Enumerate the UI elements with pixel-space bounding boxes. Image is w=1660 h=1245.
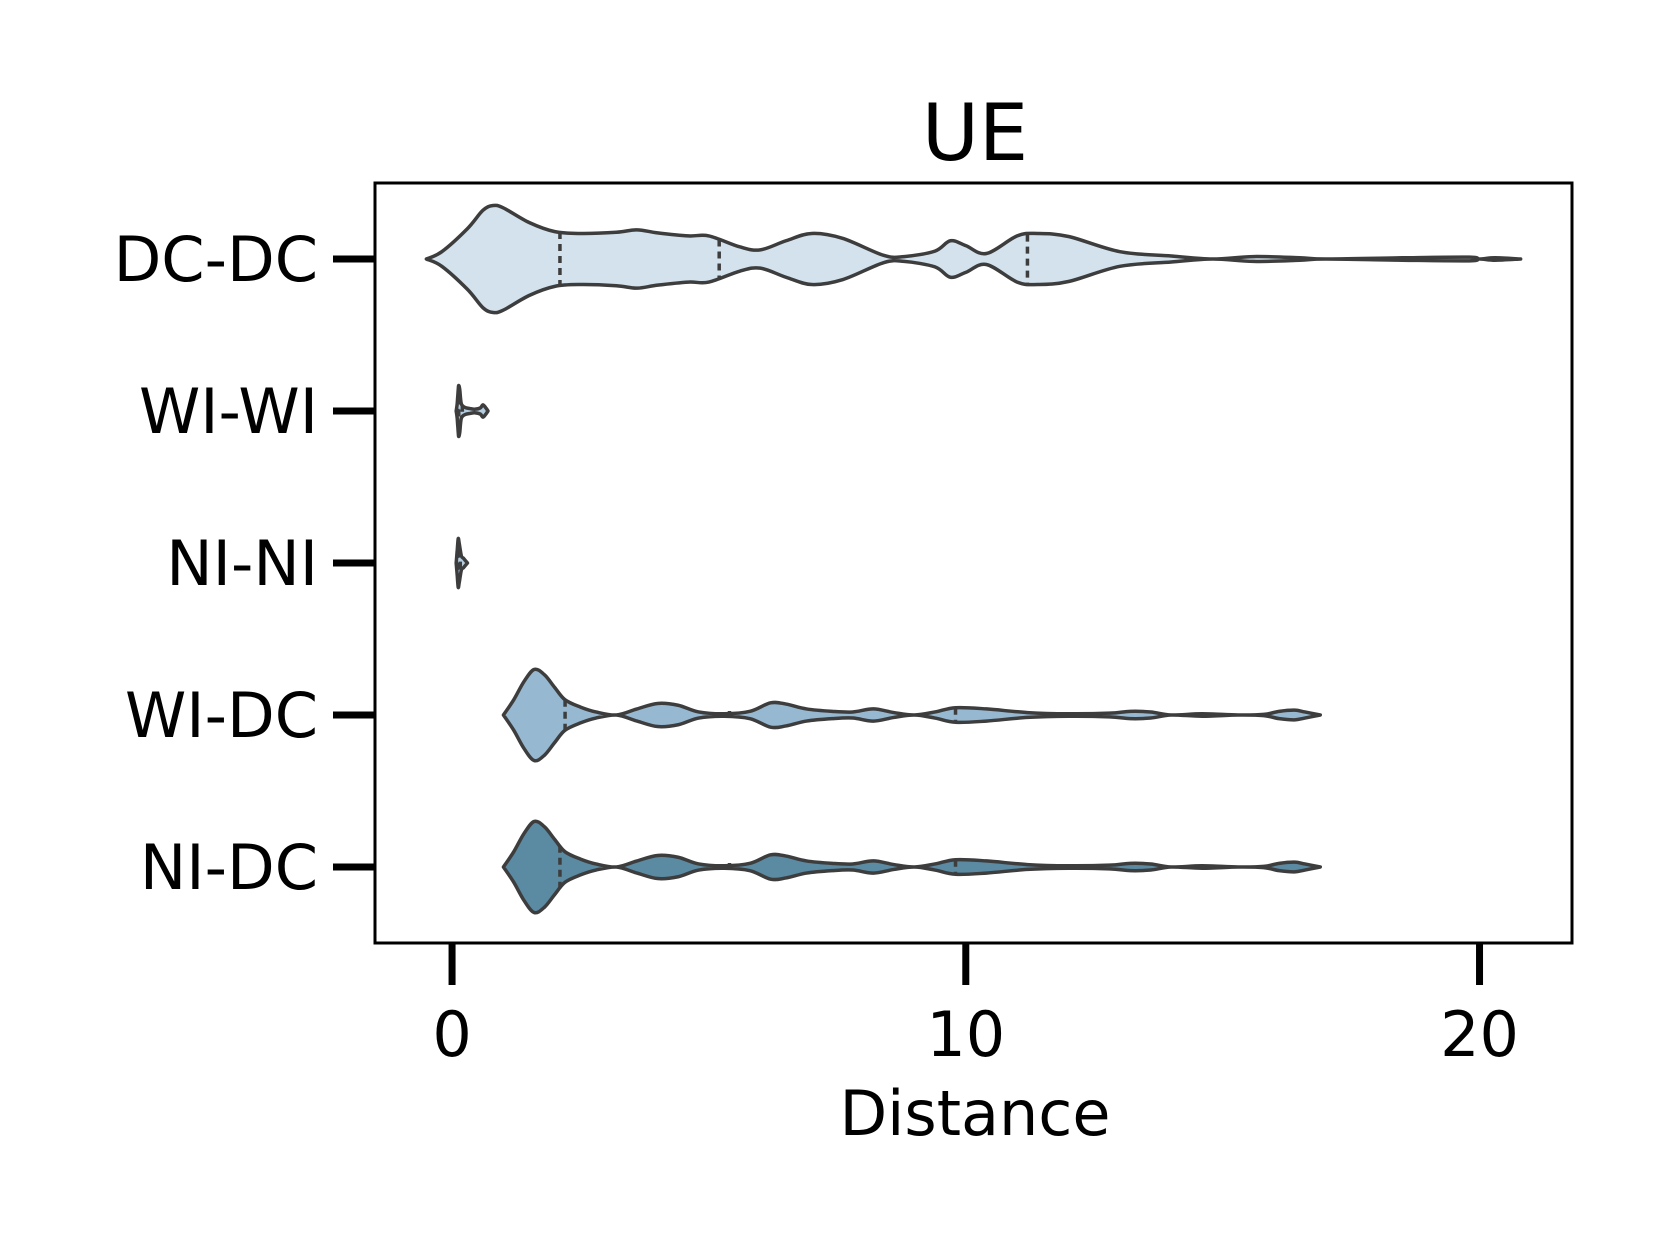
chart-title: UE — [922, 89, 1028, 179]
plot-frame — [373, 181, 1574, 945]
x-tick-label-20: 20 — [1440, 998, 1519, 1071]
y-axis: DC-DC WI-WI NI-NI WI-DC NI-DC — [114, 223, 375, 904]
violin-wi-dc — [501, 667, 1323, 763]
violin-dc-dc — [424, 203, 1523, 315]
violin-ni-dc — [501, 819, 1323, 915]
x-axis: 0 10 20 — [432, 943, 1519, 1071]
y-tick-label-wi-wi: WI-WI — [139, 375, 318, 448]
y-tick-label-ni-ni: NI-NI — [166, 527, 318, 600]
violins-group — [424, 203, 1523, 915]
y-tick-label-wi-dc: WI-DC — [125, 679, 318, 752]
x-tick-label-10: 10 — [926, 998, 1005, 1071]
y-tick-label-ni-dc: NI-DC — [140, 831, 318, 904]
x-axis-label: Distance — [839, 1077, 1110, 1150]
y-tick-label-dc-dc: DC-DC — [114, 223, 318, 296]
x-tick-label-0: 0 — [432, 998, 471, 1071]
